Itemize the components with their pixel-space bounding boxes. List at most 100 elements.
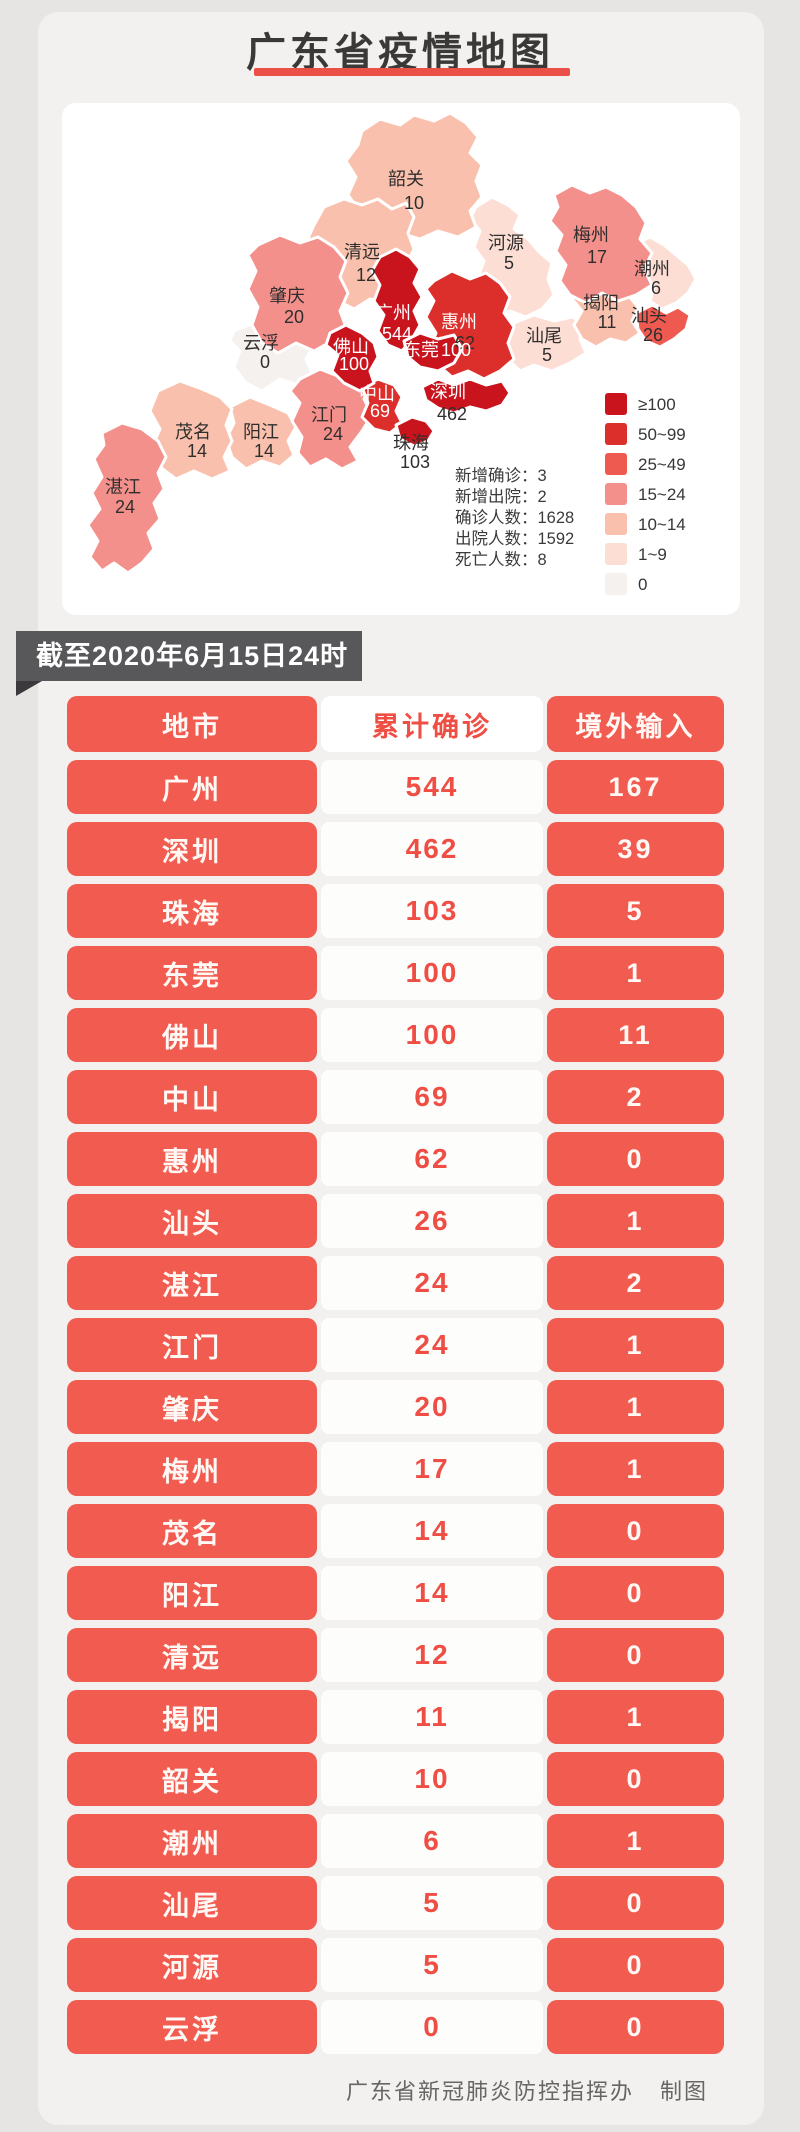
imported-cell: 0 [547,1504,724,1558]
city-cell: 汕尾 [67,1876,317,1930]
map-label-shaoguan: 韶关 [388,169,424,189]
city-cell: 深圳 [67,822,317,876]
city-cell: 韶关 [67,1752,317,1806]
region-shenzhen[interactable] [420,377,512,415]
map-count-meizhou: 17 [587,247,607,267]
header-confirmed: 累计确诊 [321,696,543,752]
map-label-yunfu: 云浮 [243,333,279,353]
map-count-zhanjiang: 24 [115,497,135,517]
footer-note: 制图 [659,2079,708,2104]
map-count-zhongshan: 69 [370,401,390,421]
imported-cell: 1 [547,1442,724,1496]
legend-label-2: 25~49 [638,455,686,474]
city-cell: 湛江 [67,1256,317,1310]
imported-cell: 0 [547,1752,724,1806]
white-column-strip [321,1070,543,1124]
map-label-zhanjiang: 湛江 [105,477,141,497]
confirmed-cell: 14 [414,1515,450,1546]
table-row: 河源 5 0 [67,1938,724,1992]
map-label-shantou: 汕头 [631,306,667,326]
footer-credit: 广东省新冠肺炎防控指挥办 [345,2079,634,2104]
white-column-strip [321,760,543,814]
map-label-dongguan: 东莞 [403,340,439,360]
map-label-zhuhai: 珠海 [393,433,429,453]
region-shantou[interactable] [634,303,692,349]
confirmed-cell: 462 [405,833,459,864]
confirmed-cell: 10 [414,1763,450,1794]
table-row: 汕头 26 1 [67,1194,724,1248]
legend-label-6: 0 [638,575,647,594]
city-cell: 潮州 [67,1814,317,1868]
white-column-strip [321,1318,543,1372]
map-count-zhuhai: 103 [400,452,430,472]
city-cell: 清远 [67,1628,317,1682]
title-underline [254,68,570,76]
region-foshan[interactable] [324,323,380,393]
city-cell: 梅州 [67,1442,317,1496]
map-label-jiangmen: 江门 [311,405,347,425]
header-city: 地市 [67,696,317,752]
map-count-dongguan: 100 [441,340,471,360]
white-column-strip [321,1132,543,1186]
imported-cell: 1 [547,1318,724,1372]
imported-cell: 1 [547,946,724,1000]
imported-cell: 0 [547,1628,724,1682]
region-dongguan[interactable] [402,331,464,373]
table-row: 江门 24 1 [67,1318,724,1372]
confirmed-cell: 103 [405,895,459,926]
imported-cell: 1 [547,1814,724,1868]
imported-cell: 1 [547,1690,724,1744]
legend-label-5: 1~9 [638,545,667,564]
imported-cell: 0 [547,1132,724,1186]
page-title: 广东省疫情地图 [246,31,554,75]
imported-cell: 5 [547,884,724,938]
map-count-shanwei: 5 [542,345,552,365]
map-count-chaozhou: 6 [651,278,661,298]
legend-label-3: 15~24 [638,485,686,504]
map-count-qingyuan: 12 [356,265,376,285]
table-row: 深圳 462 39 [67,822,724,876]
imported-cell: 2 [547,1256,724,1310]
imported-cell: 167 [547,760,724,814]
map-label-heyuan: 河源 [488,233,524,253]
white-column-strip [321,1380,543,1434]
confirmed-cell: 62 [414,1143,450,1174]
imported-cell: 1 [547,1194,724,1248]
confirmed-cell: 544 [405,771,459,802]
region-zhanjiang[interactable] [86,421,168,575]
table-row: 中山 69 2 [67,1070,724,1124]
table-row: 清远 12 0 [67,1628,724,1682]
confirmed-cell: 12 [414,1639,450,1670]
table-row: 肇庆 20 1 [67,1380,724,1434]
epidemic-map-card: 韶关 10 清远 12 河源 5 梅州 17 潮州 6 揭阳 11 汕头 26 … [62,103,740,615]
map-label-guangzhou: 广州 [375,303,411,323]
table-row: 佛山 100 11 [67,1008,724,1062]
imported-cell: 0 [547,2000,724,2054]
table-row: 揭阳 11 1 [67,1690,724,1744]
stat-total-confirmed: 确诊人数：1628 [455,508,574,527]
white-column-strip [321,1690,543,1744]
guangdong-map: 韶关 10 清远 12 河源 5 梅州 17 潮州 6 揭阳 11 汕头 26 … [86,111,698,595]
city-cell: 河源 [67,1938,317,1992]
confirmed-cell: 26 [414,1205,450,1236]
map-count-heyuan: 5 [504,253,514,273]
white-column-strip [321,1814,543,1868]
confirmed-cell: 5 [423,1949,441,1980]
white-column-strip [321,946,543,1000]
city-cell: 阳江 [67,1566,317,1620]
map-label-maoming: 茂名 [175,422,211,442]
region-meizhou[interactable] [548,183,654,305]
table-row: 梅州 17 1 [67,1442,724,1496]
white-column-strip [321,1504,543,1558]
map-label-foshan: 佛山 [333,337,369,357]
map-label-shanwei: 汕尾 [526,326,562,346]
city-cell: 中山 [67,1070,317,1124]
map-label-chaozhou: 潮州 [634,259,670,279]
region-zhuhai[interactable] [394,415,436,448]
white-column-strip [321,1938,543,1992]
table-row: 湛江 24 2 [67,1256,724,1310]
stat-new-confirmed: 新增确诊：3 [455,466,547,485]
city-cell: 云浮 [67,2000,317,2054]
city-cell: 茂名 [67,1504,317,1558]
city-cell: 广州 [67,760,317,814]
